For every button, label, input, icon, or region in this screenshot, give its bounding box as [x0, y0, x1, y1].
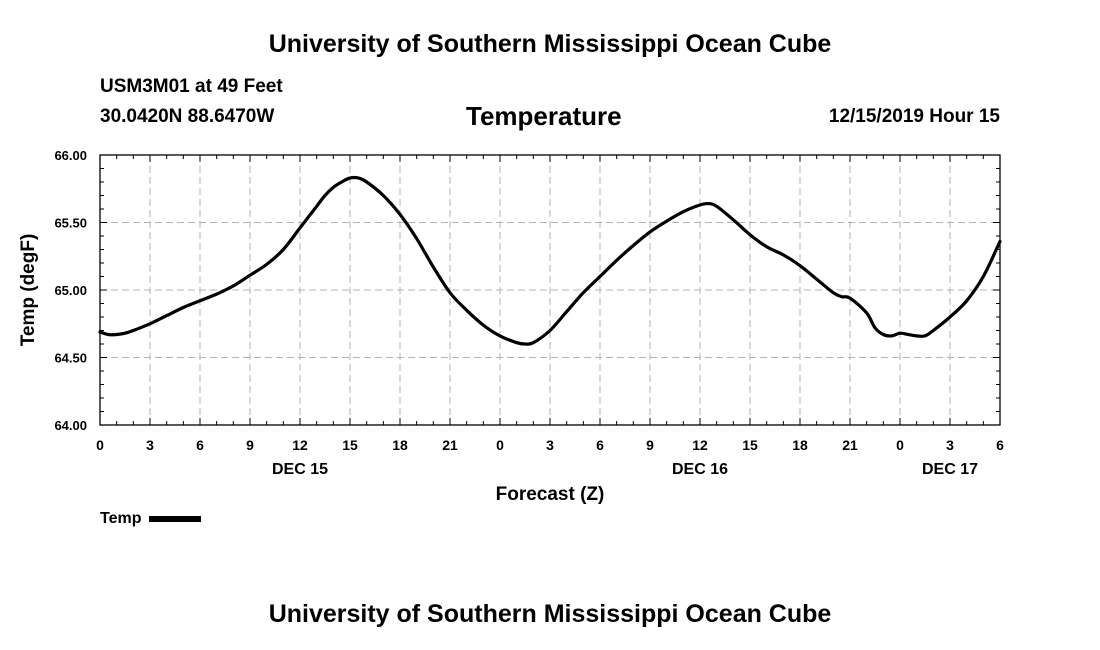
x-day-label: DEC 17 [922, 461, 978, 478]
y-tick-label: 65.50 [54, 216, 87, 231]
x-tick-label: 0 [896, 437, 904, 453]
x-axis-label: Forecast (Z) [496, 484, 605, 505]
x-tick-label: 15 [742, 437, 758, 453]
y-tick-label: 65.00 [54, 283, 87, 298]
page-title: University of Southern Mississippi Ocean… [268, 30, 832, 58]
x-tick-label: 6 [196, 437, 204, 453]
datetime-label: 12/15/2019 Hour 15 [828, 106, 1000, 127]
x-tick-label: 9 [246, 437, 254, 453]
x-tick-label: 9 [646, 437, 654, 453]
x-tick-label: 21 [842, 437, 858, 453]
chart-title: Temperature [466, 101, 622, 131]
footer-title: University of Southern Mississippi Ocean… [268, 600, 832, 628]
x-day-label: DEC 16 [672, 461, 728, 478]
x-tick-label: 3 [546, 437, 554, 453]
y-tick-label: 64.00 [54, 418, 87, 433]
x-tick-label: 3 [946, 437, 954, 453]
x-tick-label: 3 [146, 437, 154, 453]
x-day-label: DEC 15 [272, 461, 328, 478]
x-tick-label: 21 [442, 437, 458, 453]
x-tick-label: 18 [792, 437, 808, 453]
legend-label: Temp [100, 510, 142, 527]
legend-swatch [149, 516, 202, 522]
x-tick-label: 15 [342, 437, 358, 453]
y-axis-label: Temp (degF) [18, 234, 39, 347]
x-tick-label: 12 [292, 437, 308, 453]
y-tick-label: 64.50 [54, 351, 87, 366]
tick-labels: 0 3 6 9 12 15 18 21 0 3 6 9 12 15 18 21 0 3 6 DEC 15 DEC 16 D… [54, 148, 1004, 478]
temp-series-line [98, 175, 1002, 346]
station-label: USM3M01 at 49 Feet [100, 76, 283, 97]
y-tick-label: 66.00 [54, 148, 87, 163]
coordinates-label: 30.0420N 88.6470W [100, 106, 275, 127]
x-tick-label: 0 [96, 437, 104, 453]
x-tick-label: 6 [996, 437, 1004, 453]
x-tick-label: 18 [392, 437, 408, 453]
grid-lines [100, 155, 1000, 425]
x-tick-label: 12 [692, 437, 708, 453]
x-tick-label: 0 [496, 437, 504, 453]
legend: Temp [100, 510, 202, 528]
x-tick-label: 6 [596, 437, 604, 453]
plot-frame [99, 154, 1001, 426]
